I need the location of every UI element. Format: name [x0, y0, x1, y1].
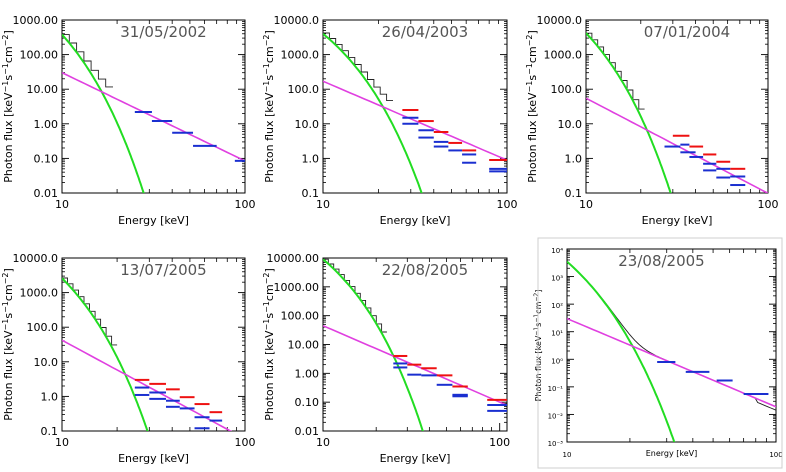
- thermal-component-line: [586, 32, 672, 193]
- y-tick-label: 10⁻¹: [548, 385, 564, 393]
- y-tick-label: 1000.0: [20, 287, 59, 300]
- chart-title: 07/01/2004: [644, 23, 730, 41]
- y-tick-label: 10⁻³: [548, 440, 564, 448]
- y-tick-label: 0.1: [302, 187, 320, 200]
- y-axis-label: Photon flux [keV−1s−1cm−2]: [262, 30, 277, 183]
- chart-title: 26/04/2003: [382, 23, 468, 41]
- y-tick-label: 10000.00: [267, 252, 320, 265]
- y-tick-label: 100.0: [551, 83, 583, 96]
- x-axis-label: Energy [keV]: [646, 449, 698, 458]
- y-tick-label: 10000.0: [13, 252, 59, 265]
- x-tick-label: 100: [497, 198, 518, 211]
- y-tick-label: 10000.0: [274, 14, 320, 27]
- plot-frame: [322, 19, 508, 194]
- y-tick-label: 10⁻²: [548, 412, 564, 420]
- y-tick-label: 100.00: [281, 310, 320, 323]
- observed-spectrum: [323, 32, 393, 102]
- x-tick-label: 10: [316, 436, 330, 449]
- observed-spectrum: [62, 277, 118, 346]
- y-axis-label: Photon flux [keV−1s−1cm−2]: [262, 268, 277, 421]
- panel-6-border: [537, 237, 783, 469]
- plot-frame: [61, 257, 246, 432]
- plot-frame: [585, 19, 769, 194]
- y-tick-label: 1.0: [41, 390, 59, 403]
- y-tick-label: 1000.00: [274, 281, 320, 294]
- x-tick-label: 100: [235, 198, 256, 211]
- y-tick-label: 0.01: [34, 187, 59, 200]
- plot-frame: [322, 257, 508, 432]
- y-tick-label: 10.0: [295, 118, 320, 131]
- x-tick-label: 10: [55, 198, 69, 211]
- y-tick-label: 10.00: [27, 83, 59, 96]
- x-tick-label: 10: [55, 436, 69, 449]
- x-axis-label: Energy [keV]: [118, 452, 189, 465]
- y-tick-label: 1.00: [295, 367, 320, 380]
- y-tick-label: 1000.00: [13, 14, 59, 27]
- y-tick-label: 1.00: [34, 118, 59, 131]
- observed-spectrum: [323, 258, 387, 333]
- y-tick-label: 0.10: [295, 396, 320, 409]
- thermal-component-line: [323, 258, 424, 431]
- y-axis-label: Photon flux [keV−1s−1cm−2]: [525, 30, 540, 183]
- chart-panel-5: 0.01 0.10 1.00 10.00 100.00 1000.00 10000.00 10…: [262, 252, 511, 465]
- plot-frame: [61, 19, 246, 194]
- y-tick-label: 10.0: [558, 118, 583, 131]
- y-tick-label: 1000.0: [281, 49, 320, 62]
- y-tick-label: 10.0: [34, 356, 59, 369]
- x-tick-label: 100: [235, 436, 256, 449]
- x-axis-label: Energy [keV]: [380, 214, 451, 227]
- chart-title: 23/08/2005: [618, 252, 704, 270]
- x-tick-label: 100: [758, 198, 779, 211]
- y-tick-label: 0.1: [565, 187, 583, 200]
- thermal-component-line: [323, 33, 423, 193]
- y-tick-label: 1.0: [302, 152, 320, 165]
- chart-panel-3: 0.1 1.0 10.0 100.0 1000.0 10000.0 10 100 Energy …: [525, 14, 779, 227]
- y-tick-label: 10²: [551, 302, 563, 310]
- y-tick-label: 10⁰: [551, 357, 563, 365]
- observed-spectrum: [586, 32, 645, 110]
- x-tick-label: 10: [579, 198, 593, 211]
- thermal-component-line: [567, 260, 676, 442]
- y-tick-label: 0.10: [34, 152, 59, 165]
- x-tick-label: 10: [563, 451, 572, 459]
- chart-panel-6: 10⁻³ 10⁻² 10⁻¹ 10⁰ 10¹ 10² 10³ 10⁴ 10 100 Energy […: [533, 247, 783, 459]
- chart-panel-1: 0.01 0.10 1.00 10.00 100.00 1000.00 10 100 Energ…: [1, 14, 256, 227]
- thermal-component-line: [62, 277, 149, 431]
- y-tick-label: 0.01: [295, 425, 320, 438]
- y-axis-label: Photon flux [keV−1s−1cm−2]: [1, 30, 16, 183]
- y-tick-label: 100.00: [20, 49, 59, 62]
- y-tick-label: 1.0: [565, 152, 583, 165]
- y-tick-label: 100.0: [27, 321, 59, 334]
- y-tick-label: 0.1: [41, 425, 59, 438]
- chart-title: 22/08/2005: [382, 261, 468, 279]
- chart-title: 31/05/2002: [120, 23, 206, 41]
- thermal-component-line: [62, 33, 145, 193]
- x-axis-label: Energy [keV]: [118, 214, 189, 227]
- x-tick-label: 100: [769, 451, 782, 459]
- x-axis-label: Energy [keV]: [642, 214, 713, 227]
- y-tick-label: 10⁴: [551, 247, 563, 255]
- y-tick-label: 10000.0: [537, 14, 583, 27]
- nonthermal-component-line: [62, 339, 233, 431]
- nonthermal-component-line: [323, 80, 507, 161]
- total-model-line: [567, 261, 776, 411]
- x-tick-label: 100: [489, 436, 510, 449]
- y-tick-label: 10¹: [551, 330, 563, 338]
- chart-title: 13/07/2005: [120, 261, 206, 279]
- y-tick-label: 10³: [551, 275, 563, 283]
- x-axis-label: Energy [keV]: [380, 452, 451, 465]
- nonthermal-component-line: [62, 71, 245, 162]
- y-tick-label: 1000.0: [544, 49, 583, 62]
- chart-panel-2: 0.1 1.0 10.0 100.0 1000.0 10000.0 10 100 Energy …: [262, 14, 518, 227]
- y-tick-label: 100.0: [288, 83, 320, 96]
- chart-panel-4: 0.1 1.0 10.0 100.0 1000.0 10000.0 10 100 Energy …: [1, 252, 256, 465]
- plot-frame: [566, 248, 777, 443]
- x-tick-label: 10: [316, 198, 330, 211]
- y-tick-label: 10.00: [288, 339, 320, 352]
- y-axis-label: Photon flux [keV−1s−1cm−2]: [1, 268, 16, 421]
